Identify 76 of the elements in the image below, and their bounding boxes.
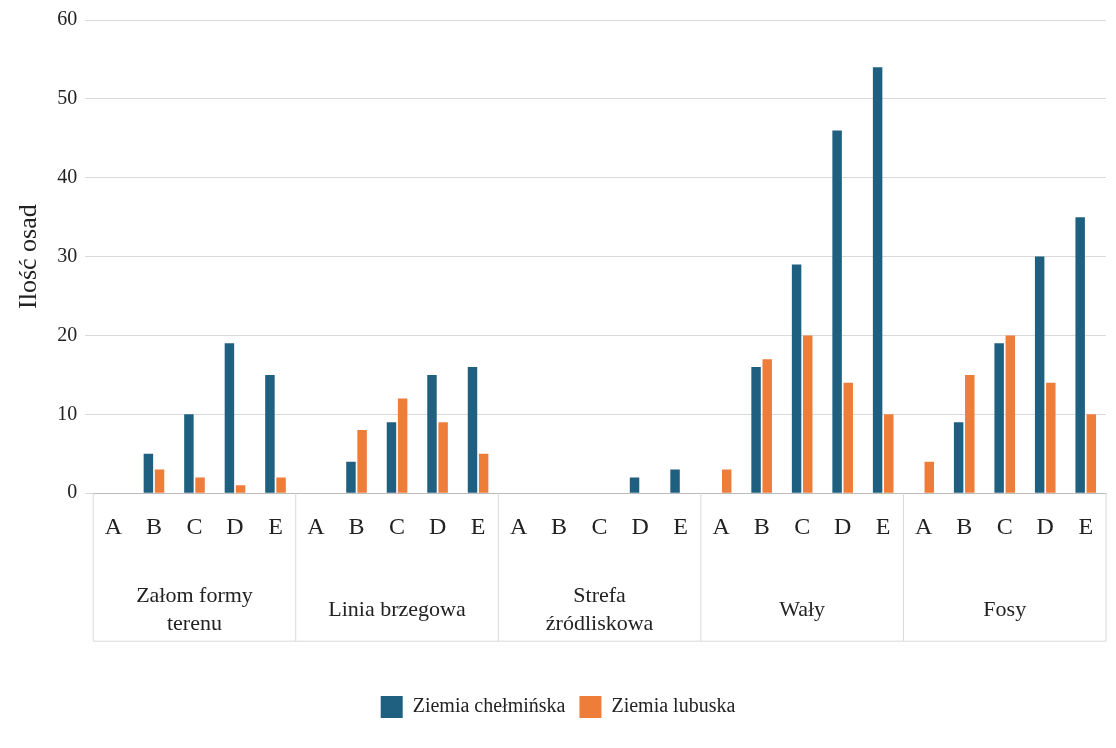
x-tick-label: A [712, 512, 731, 539]
bar [803, 335, 813, 493]
bar [224, 343, 235, 493]
x-tick-label: A [509, 512, 528, 539]
x-tick-label: A [104, 512, 123, 539]
x-tick-label: D [1036, 512, 1054, 539]
bar [791, 264, 802, 493]
x-tick-label: B [348, 512, 365, 539]
text: Wały [779, 595, 826, 621]
x-tick-label: E [673, 512, 688, 539]
bar [467, 367, 478, 493]
y-tick-label: 50 [57, 86, 78, 109]
bar [832, 130, 842, 493]
x-tick-label: B [551, 512, 568, 539]
y-tick-label: 30 [57, 243, 78, 266]
legend-label: Ziemia lubuska [611, 694, 736, 717]
x-tick-label: D [834, 512, 852, 539]
bar [629, 477, 640, 493]
bar [276, 477, 286, 493]
bar [721, 469, 732, 493]
x-tick-label: C [186, 512, 203, 539]
text: Strefa źródliskowa [545, 581, 654, 635]
x-tick-label: A [915, 512, 934, 539]
bar [195, 477, 205, 493]
y-tick-label: 20 [57, 322, 78, 345]
y-tick-label: 0 [67, 480, 78, 503]
bar [184, 414, 194, 493]
bar [1005, 335, 1016, 493]
x-tick-label: A [307, 512, 326, 539]
text: Linia brzegowa [328, 595, 466, 621]
x-tick-label: E [1078, 512, 1094, 539]
x-tick-label: E [470, 512, 486, 539]
bar [478, 453, 489, 493]
x-tick-label: C [389, 512, 406, 539]
bar [1075, 217, 1085, 493]
bar [924, 461, 934, 493]
bar [397, 398, 408, 493]
bar [265, 374, 275, 493]
bar [154, 469, 165, 493]
x-tick-label: B [753, 512, 770, 539]
y-tick-label: 10 [57, 401, 78, 424]
x-tick-label: D [428, 512, 447, 539]
text: Fosy [983, 595, 1027, 621]
y-tick-label: 40 [57, 164, 78, 187]
bar [346, 461, 356, 493]
x-tick-label: B [145, 512, 162, 539]
bar [884, 414, 894, 493]
bar [427, 374, 437, 493]
y-tick-label: 60 [57, 7, 78, 30]
bar [1046, 382, 1056, 493]
bar [235, 485, 246, 493]
bar [670, 469, 680, 493]
bar [357, 430, 367, 493]
bar [1034, 256, 1045, 493]
text: Załom formy terenu [136, 581, 253, 635]
y-axis-title: Ilość osad [13, 204, 43, 309]
x-tick-label: E [268, 512, 283, 539]
bar [953, 422, 964, 493]
bar [965, 374, 975, 493]
bar [994, 343, 1004, 493]
x-tick-label: D [631, 512, 649, 539]
x-tick-label: C [996, 512, 1013, 539]
bar [872, 67, 883, 493]
bar [843, 382, 853, 493]
x-tick-label: D [226, 512, 244, 539]
bar [438, 422, 448, 493]
x-tick-label: E [875, 512, 891, 539]
bar [386, 422, 397, 493]
x-tick-label: B [956, 512, 973, 539]
bar [143, 453, 154, 493]
legend-label: Ziemia chełmińska [412, 694, 566, 717]
bar [1086, 414, 1097, 493]
x-tick-label: C [591, 512, 608, 539]
bar [751, 367, 761, 493]
bar [762, 359, 772, 493]
x-tick-label: C [794, 512, 811, 539]
